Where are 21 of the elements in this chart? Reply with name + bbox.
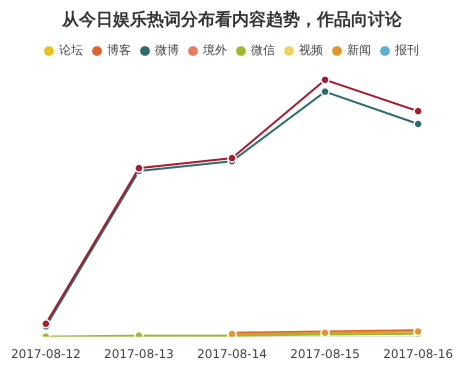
chart-title: 从今日娱乐热词分布看内容趋势，作品向讨论 [60,9,403,31]
point [134,163,144,173]
x-tick-label: 2017-08-13 [104,346,174,361]
legend-label: 微信 [251,43,275,58]
x-tick-label: 2017-08-15 [290,346,360,361]
legend-label: 博客 [107,43,131,58]
point [413,106,423,116]
legend-label: 论坛 [59,43,83,58]
x-tick-label: 2017-08-12 [10,346,81,361]
point [41,319,51,329]
x-tick-label: 2017-08-14 [197,346,267,361]
legend-label: 报刊 [394,43,419,58]
legend-label: 视频 [299,43,323,58]
point [320,75,330,85]
x-tick-label: 2017-08-16 [383,346,454,361]
legend-label: 微博 [155,43,179,58]
point [320,86,330,96]
point [227,153,237,163]
legend-label: 新闻 [347,43,371,58]
legend-label: 境外 [202,43,227,58]
point [413,119,423,129]
